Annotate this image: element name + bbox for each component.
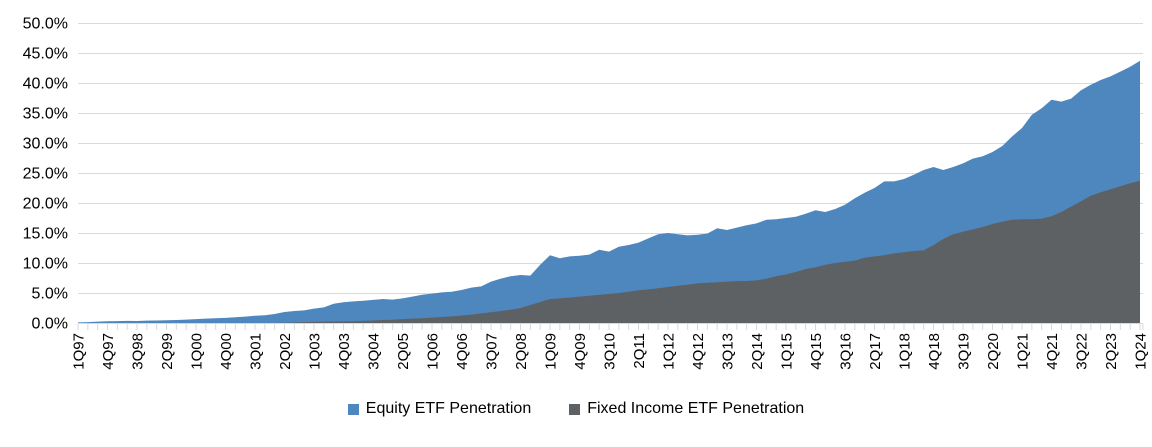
y-tick-label: 20.0% [23,196,68,213]
fixed-income-area [78,180,1140,323]
x-tick-label: 1Q18 [897,333,914,370]
x-tick-label: 4Q97 [100,333,117,370]
fixed-income-legend-label: Fixed Income ETF Penetration [587,400,805,417]
x-tick-label: 4Q12 [690,333,707,370]
x-tick-label: 4Q03 [336,333,353,370]
x-tick-label: 3Q22 [1074,333,1091,370]
y-tick-label: 25.0% [23,166,68,183]
x-tick-label: 4Q18 [926,333,943,370]
x-tick-label: 1Q24 [1133,333,1150,370]
y-tick-label: 10.0% [23,256,68,273]
x-tick-label: 3Q16 [838,333,855,370]
x-tick-label: 2Q99 [159,333,176,370]
x-tick-label: 2Q14 [749,333,766,370]
x-tick-label: 4Q00 [218,333,235,370]
x-ticks [77,324,1144,330]
y-axis-labels: 0.0% 5.0% 10.0% 15.0% 20.0% 25.0% 30.0% 35.0% 40… [23,16,68,333]
y-tick-label: 30.0% [23,136,68,153]
x-tick-label: 2Q23 [1103,333,1120,370]
y-tick-label: 35.0% [23,106,68,123]
y-gridlines [78,23,1143,324]
legend-item-fixed-income: Fixed Income ETF Penetration [569,401,804,417]
x-tick-label: 3Q13 [720,333,737,370]
x-tick-label: 3Q98 [130,333,147,370]
x-tick-label: 1Q21 [1015,333,1032,370]
legend-item-equity: Equity ETF Penetration [347,400,532,417]
y-tick-label: 50.0% [23,16,68,33]
y-tick-label: 40.0% [23,76,68,93]
y-tick-label: 45.0% [23,46,68,63]
x-tick-label: 1Q97 [71,333,88,370]
x-tick-label: 3Q19 [956,333,973,370]
x-tick-label: 4Q09 [572,333,589,370]
x-tick-label: 2Q17 [867,333,884,370]
x-tick-label: 3Q04 [366,333,383,370]
chart-legend: Equity ETF Penetration Fixed Income ETF … [0,401,1152,417]
x-tick-label: 1Q09 [543,333,560,370]
x-tick-label: 2Q20 [985,333,1002,370]
x-tick-label: 4Q06 [454,333,471,370]
y-tick-label: 0.0% [32,316,68,333]
x-tick-label: 4Q21 [1044,333,1061,370]
x-tick-label: 1Q06 [425,333,442,370]
x-axis-labels: 1Q97 4Q97 3Q98 2Q99 1Q00 4Q00 3Q01 2Q02 1Q03 4Q03… [71,333,1150,370]
x-tick-label: 1Q15 [779,333,796,370]
x-tick-label: 2Q08 [513,333,530,370]
x-tick-label: 3Q10 [602,333,619,370]
equity-legend-swatch [347,403,359,415]
x-tick-label: 3Q07 [484,333,501,370]
fixed-income-legend-swatch [569,403,581,415]
x-tick-label: 1Q12 [661,333,678,370]
equity-legend-label: Equity ETF Penetration [365,400,532,417]
y-tick-label: 15.0% [23,226,68,243]
x-tick-label: 1Q00 [189,333,206,370]
x-tick-label: 3Q01 [248,333,265,370]
x-tick-label: 4Q15 [808,333,825,370]
x-tick-label: 1Q03 [307,333,324,370]
y-tick-label: 5.0% [32,286,68,303]
x-tick-label: 2Q11 [631,333,648,369]
x-tick-label: 2Q02 [277,333,294,370]
x-tick-label: 2Q05 [395,333,412,370]
